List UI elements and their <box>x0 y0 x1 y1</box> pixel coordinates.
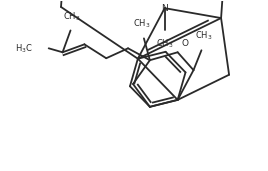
Text: CH$_3$: CH$_3$ <box>63 10 80 23</box>
Text: H$_3$C: H$_3$C <box>15 42 33 55</box>
Text: O: O <box>182 39 189 48</box>
Text: CH$_3$: CH$_3$ <box>195 30 212 42</box>
Text: N: N <box>161 4 168 13</box>
Text: CH$_3$: CH$_3$ <box>156 38 173 50</box>
Text: CH$_3$: CH$_3$ <box>133 18 151 30</box>
